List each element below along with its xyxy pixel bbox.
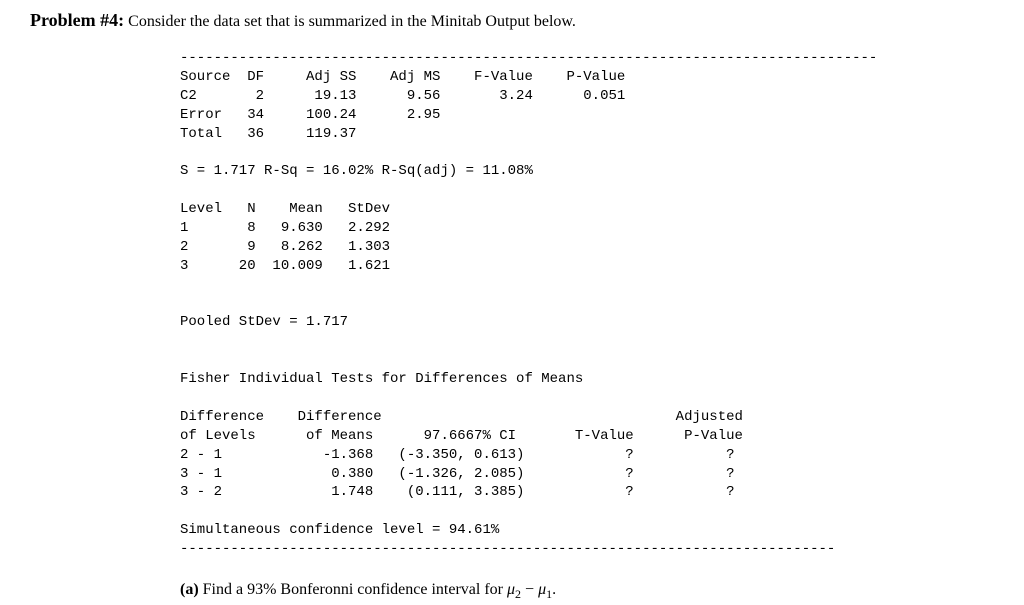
output-line: Source DF Adj SS Adj MS F-Value P-Value <box>180 69 625 85</box>
output-line: 1 8 9.630 2.292 <box>180 220 390 236</box>
output-line: Pooled StDev = 1.717 <box>180 314 348 330</box>
question-a-suffix: . <box>552 581 556 598</box>
output-line: 3 - 2 1.748 (0.111, 3.385) ? ? <box>180 484 735 500</box>
output-line: 2 - 1 -1.368 (-3.350, 0.613) ? ? <box>180 447 735 463</box>
question-a: (a) Find a 93% Bonferonni confidence int… <box>180 581 994 602</box>
problem-heading: Problem #4: Consider the data set that i… <box>30 10 994 31</box>
output-line: Error 34 100.24 2.95 <box>180 107 440 123</box>
page: Problem #4: Consider the data set that i… <box>0 0 1024 605</box>
output-line: ----------------------------------------… <box>180 541 835 557</box>
output-line: Total 36 119.37 <box>180 126 356 142</box>
output-line: 3 20 10.009 1.621 <box>180 258 390 274</box>
output-line: Fisher Individual Tests for Differences … <box>180 371 583 387</box>
output-line: Difference Difference Adjusted <box>180 409 743 425</box>
minus-symbol: − <box>521 581 538 598</box>
output-line: ----------------------------------------… <box>180 50 877 66</box>
output-line: 3 - 1 0.380 (-1.326, 2.085) ? ? <box>180 466 735 482</box>
mu1-symbol: μ <box>538 581 546 598</box>
mu2-symbol: μ <box>507 581 515 598</box>
problem-text: Consider the data set that is summarized… <box>128 13 576 30</box>
question-a-prefix: Find a 93% Bonferonni confidence interva… <box>203 581 507 598</box>
output-line: S = 1.717 R-Sq = 16.02% R-Sq(adj) = 11.0… <box>180 163 533 179</box>
minitab-output: ----------------------------------------… <box>180 49 994 559</box>
output-line: of Levels of Means 97.6667% CI T-Value P… <box>180 428 743 444</box>
problem-label: Problem #4: <box>30 10 124 30</box>
output-line: 2 9 8.262 1.303 <box>180 239 390 255</box>
question-a-label: (a) <box>180 581 199 598</box>
output-line: Level N Mean StDev <box>180 201 390 217</box>
output-line: Simultaneous confidence level = 94.61% <box>180 522 499 538</box>
output-line: C2 2 19.13 9.56 3.24 0.051 <box>180 88 625 104</box>
